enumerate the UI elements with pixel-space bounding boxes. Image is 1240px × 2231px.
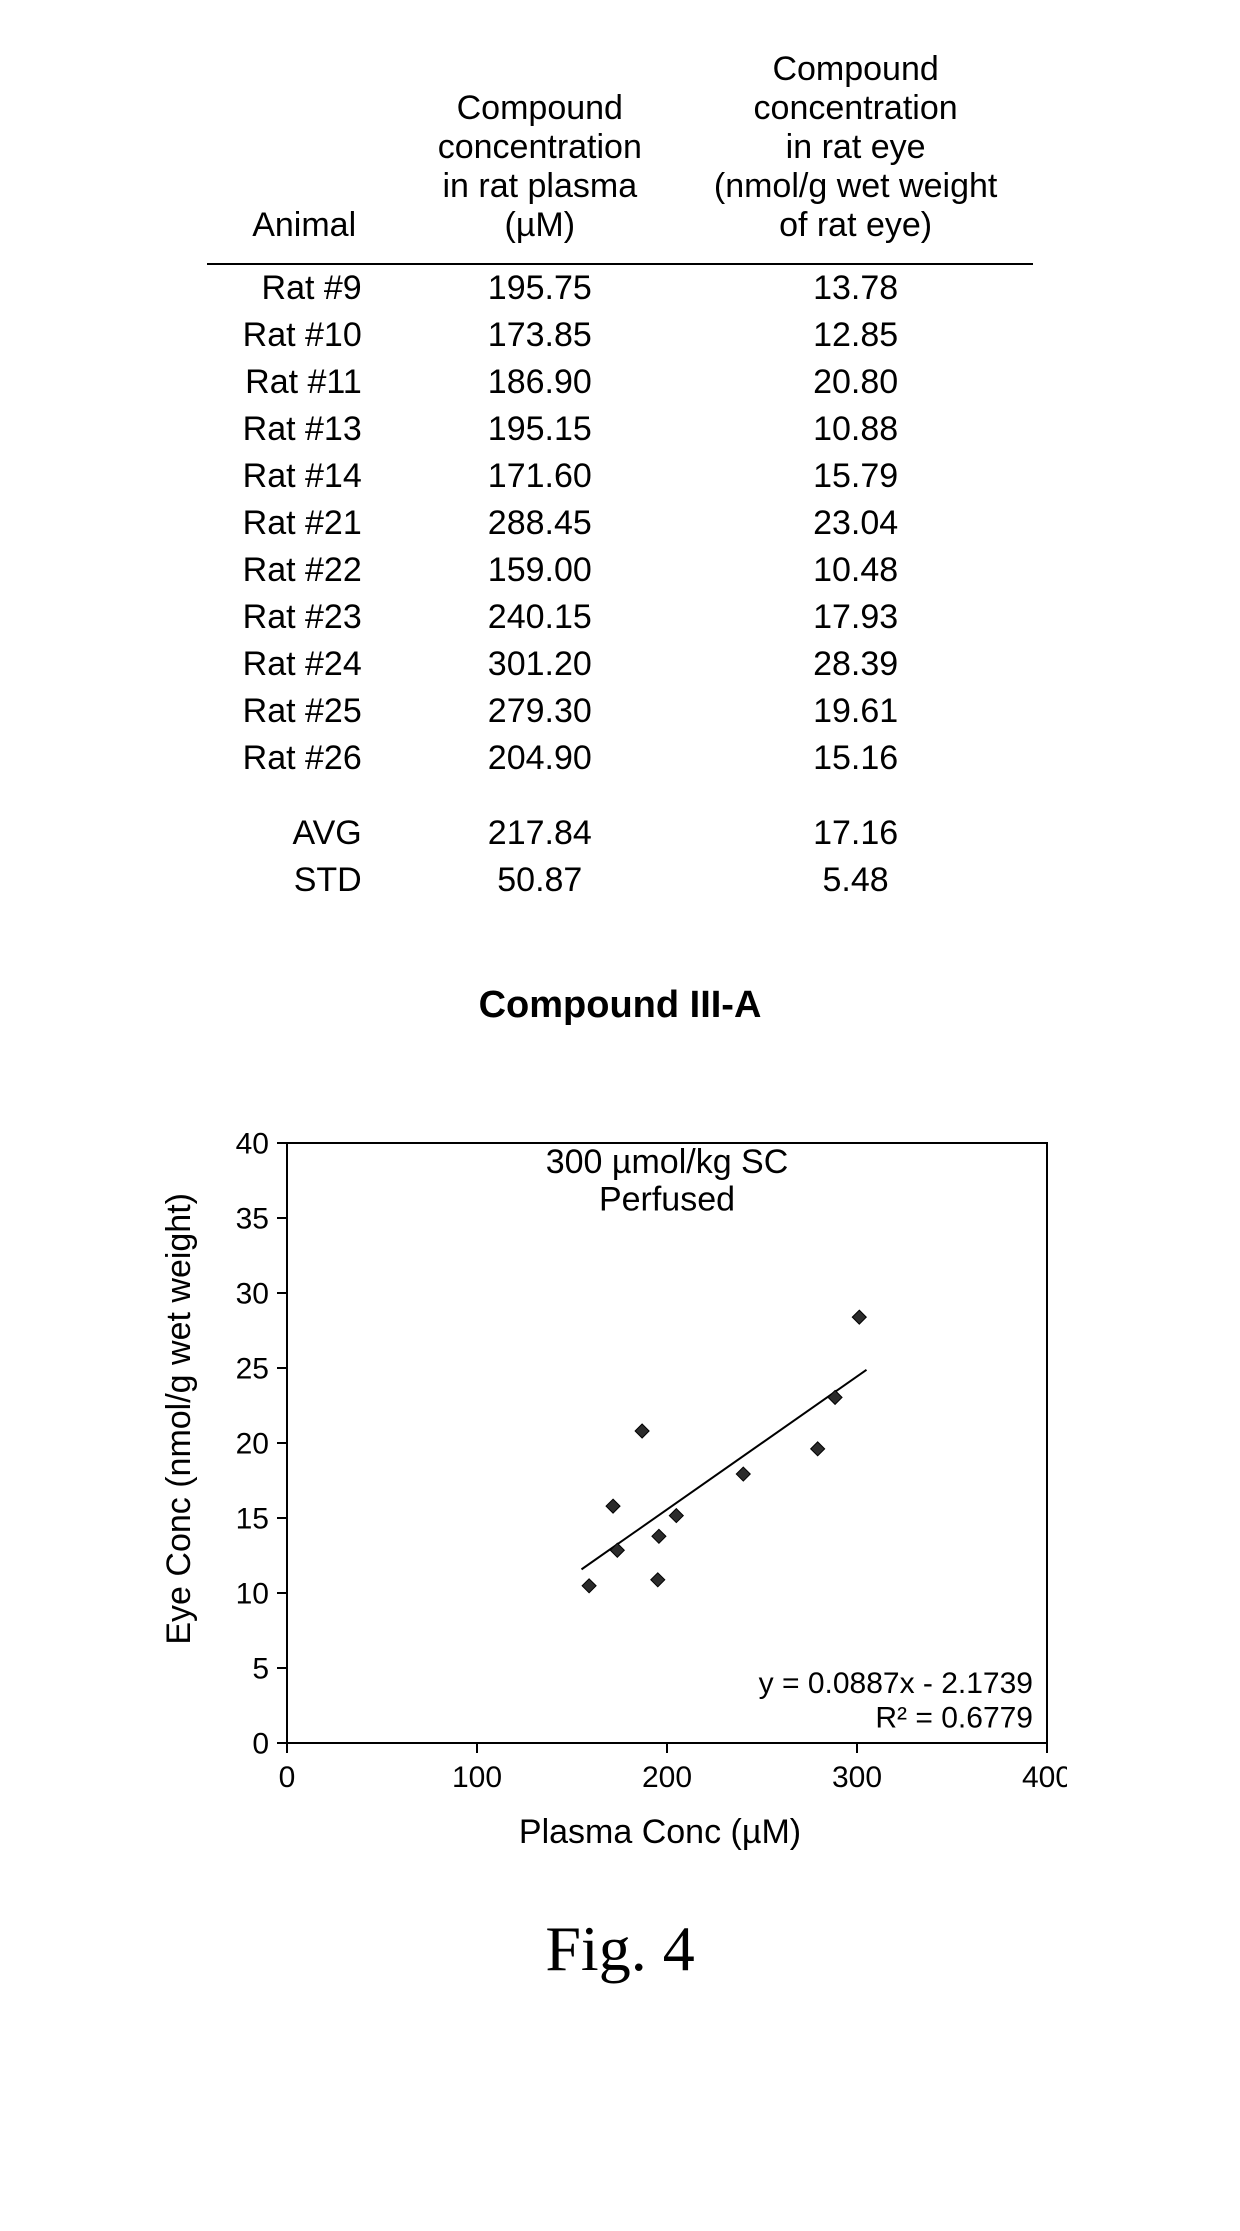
y-axis-label: Eye Conc (nmol/g wet weight) (160, 1193, 199, 1645)
svg-text:20: 20 (236, 1428, 269, 1461)
table-row: Rat #11186.9020.80 (207, 359, 1034, 406)
table-cell: Rat #13 (207, 406, 402, 453)
svg-text:30: 30 (236, 1278, 269, 1311)
table-row: Rat #24301.2028.39 (207, 641, 1034, 688)
col-header-plasma: Compoundconcentrationin rat plasma(µM) (402, 40, 678, 264)
table-cell: 12.85 (678, 312, 1033, 359)
table-cell: 240.15 (402, 594, 678, 641)
table-row: Rat #25279.3019.61 (207, 688, 1034, 735)
data-point (635, 1424, 649, 1438)
table-cell: 195.75 (402, 264, 678, 312)
table-cell: Rat #14 (207, 453, 402, 500)
table-row: Rat #22159.0010.48 (207, 547, 1034, 594)
table-cell: 10.88 (678, 406, 1033, 453)
table-cell: 17.16 (678, 810, 1033, 857)
table-cell: 288.45 (402, 500, 678, 547)
svg-text:200: 200 (642, 1761, 692, 1794)
table-cell: Rat #26 (207, 735, 402, 782)
table-cell: 23.04 (678, 500, 1033, 547)
col-header-eye: Compoundconcentrationin rat eye(nmol/g w… (678, 40, 1033, 264)
table-summary-row: STD50.875.48 (207, 857, 1034, 904)
data-point (669, 1509, 683, 1523)
data-point (852, 1311, 866, 1325)
data-point (606, 1500, 620, 1514)
chart-title: Compound III-A (160, 984, 1080, 1027)
table-cell: STD (207, 857, 402, 904)
regression-equation: y = 0.0887x - 2.1739 (759, 1667, 1033, 1700)
table-cell: 204.90 (402, 735, 678, 782)
data-point (610, 1544, 624, 1558)
table-row: Rat #10173.8512.85 (207, 312, 1034, 359)
r-squared: R² = 0.6779 (875, 1702, 1033, 1735)
table-header-row: Animal Compoundconcentrationin rat plasm… (207, 40, 1034, 264)
data-point (582, 1579, 596, 1593)
table-cell: 301.20 (402, 641, 678, 688)
table-row: Rat #13195.1510.88 (207, 406, 1034, 453)
svg-text:0: 0 (279, 1761, 296, 1794)
data-point (736, 1468, 750, 1482)
svg-text:300 µmol/kg SC: 300 µmol/kg SC (546, 1143, 789, 1181)
table-cell: Rat #23 (207, 594, 402, 641)
table-cell: 28.39 (678, 641, 1033, 688)
table-row: Rat #26204.9015.16 (207, 735, 1034, 782)
data-point (811, 1442, 825, 1456)
svg-text:35: 35 (236, 1203, 269, 1236)
table-cell: 20.80 (678, 359, 1033, 406)
table-cell: 19.61 (678, 688, 1033, 735)
table-cell: Rat #10 (207, 312, 402, 359)
svg-text:25: 25 (236, 1353, 269, 1386)
svg-text:300: 300 (832, 1761, 882, 1794)
table-cell: 13.78 (678, 264, 1033, 312)
table-cell: 195.15 (402, 406, 678, 453)
svg-text:10: 10 (236, 1578, 269, 1611)
svg-text:40: 40 (236, 1128, 269, 1161)
svg-text:Perfused: Perfused (599, 1181, 735, 1219)
svg-text:400: 400 (1022, 1761, 1067, 1794)
table-row: Rat #21288.4523.04 (207, 500, 1034, 547)
table-cell: 50.87 (402, 857, 678, 904)
table-summary-row: AVG217.8417.16 (207, 810, 1034, 857)
table-cell: 217.84 (402, 810, 678, 857)
table-row: Rat #23240.1517.93 (207, 594, 1034, 641)
svg-text:100: 100 (452, 1761, 502, 1794)
svg-text:5: 5 (252, 1653, 269, 1686)
table-cell: Rat #25 (207, 688, 402, 735)
table-cell: 279.30 (402, 688, 678, 735)
data-point (828, 1391, 842, 1405)
svg-text:0: 0 (252, 1728, 269, 1761)
table-cell: AVG (207, 810, 402, 857)
scatter-plot: 300 µmol/kg SCPerfused 0 100 200 300 400 0 5 10 1… (207, 1033, 1067, 1803)
figure-caption: Fig. 4 (140, 1912, 1100, 1986)
table-cell: 17.93 (678, 594, 1033, 641)
table-cell: 10.48 (678, 547, 1033, 594)
table-cell: Rat #21 (207, 500, 402, 547)
table-cell: 186.90 (402, 359, 678, 406)
table-row: Rat #9195.7513.78 (207, 264, 1034, 312)
table-cell: 173.85 (402, 312, 678, 359)
data-point (651, 1573, 665, 1587)
x-axis-label: Plasma Conc (µM) (240, 1813, 1080, 1852)
scatter-chart-block: Compound III-A Eye Conc (nmol/g wet weig… (160, 984, 1080, 1852)
table-cell: Rat #24 (207, 641, 402, 688)
table-cell: 15.79 (678, 453, 1033, 500)
col-header-animal: Animal (207, 40, 402, 264)
table-row: Rat #14171.6015.79 (207, 453, 1034, 500)
svg-text:15: 15 (236, 1503, 269, 1536)
trendline (582, 1370, 867, 1570)
table-cell: 5.48 (678, 857, 1033, 904)
table-cell: 159.00 (402, 547, 678, 594)
data-point (652, 1530, 666, 1544)
table-cell: Rat #22 (207, 547, 402, 594)
table-cell: 15.16 (678, 735, 1033, 782)
table-cell: Rat #9 (207, 264, 402, 312)
concentration-table: Animal Compoundconcentrationin rat plasm… (207, 40, 1034, 904)
table-cell: Rat #11 (207, 359, 402, 406)
table-cell: 171.60 (402, 453, 678, 500)
